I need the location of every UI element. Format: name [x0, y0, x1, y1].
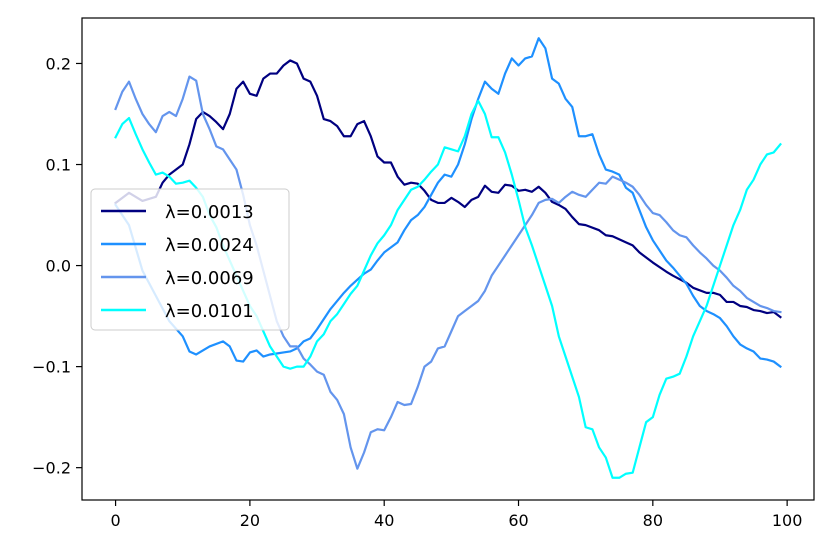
legend: λ=0.0013 λ=0.0024 λ=0.0069 λ=0.0101: [90, 188, 290, 331]
legend-label-1: λ=0.0024: [165, 235, 254, 256]
y-tick-label: 0.0: [46, 257, 71, 276]
x-tick-label: 80: [643, 511, 663, 530]
series-line-2: [114, 75, 782, 470]
legend-label-2: λ=0.0069: [165, 268, 254, 289]
x-tick-label: 40: [374, 511, 394, 530]
legend-label-0: λ=0.0013: [165, 202, 254, 223]
y-tick-label: −0.2: [32, 459, 71, 478]
legend-label-3: λ=0.0101: [165, 301, 254, 322]
x-tick-label: 20: [240, 511, 260, 530]
plot-frame: [81, 17, 815, 501]
x-tick-label: 60: [508, 511, 528, 530]
x-tick-label: 0: [110, 511, 120, 530]
y-tick-label: 0.2: [46, 54, 71, 73]
x-tick-label: 100: [772, 511, 803, 530]
tick-layer: 0 20 40 60 80 100 −0.2 −0.1 0.0 0.1 0.2: [32, 54, 802, 530]
series-line-1: [114, 37, 782, 369]
y-tick-label: 0.1: [46, 156, 71, 175]
series-line-0: [114, 59, 782, 319]
legend-box: [90, 188, 290, 331]
y-tick-label: −0.1: [32, 358, 71, 377]
